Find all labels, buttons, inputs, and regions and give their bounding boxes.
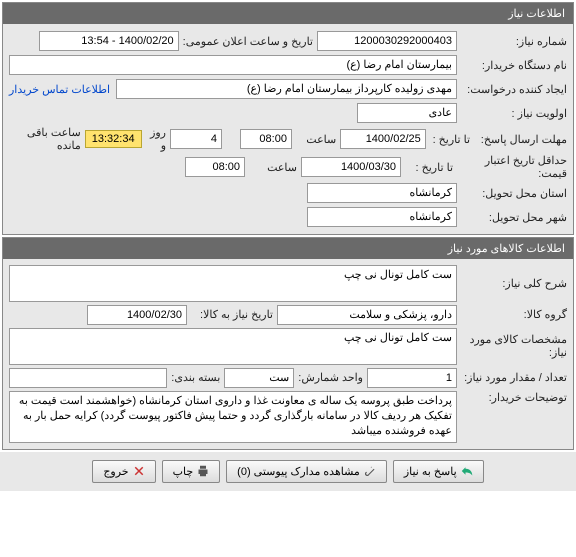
row-notes: توضیحات خریدار: [9, 391, 567, 443]
deadline-until-label: تا تاریخ : [426, 133, 474, 146]
row-group: گروه کالا: دارو، پزشکی و سلامت تاریخ نیا… [9, 304, 567, 326]
row-spec: مشخصات کالای مورد نیاز: [9, 328, 567, 365]
row-need-number: شماره نیاز: 1200030292000403 تاریخ و ساع… [9, 30, 567, 52]
deadline-label: مهلت ارسال پاسخ: [474, 133, 567, 146]
day-and-text: روز و [142, 126, 170, 152]
print-button[interactable]: چاپ [162, 460, 221, 483]
creator-label: ایجاد کننده درخواست: [457, 83, 567, 96]
spec-value [9, 328, 457, 365]
notes-value [9, 391, 457, 443]
notes-label: توضیحات خریدار: [457, 391, 567, 404]
priority-value: عادی [357, 103, 457, 123]
remaining-text: ساعت باقی مانده [9, 126, 85, 152]
min-valid-time: 08:00 [185, 157, 245, 177]
respond-button-label: پاسخ به نیاز [404, 465, 457, 478]
row-buyer: نام دستگاه خریدار: بیمارستان امام رضا (ع… [9, 54, 567, 76]
goods-info-header: اطلاعات کالاهای مورد نیاز [3, 238, 573, 259]
contact-link[interactable]: اطلاعات تماس خریدار [9, 83, 116, 96]
row-deadline: مهلت ارسال پاسخ: تا تاریخ : 1400/02/25 س… [9, 126, 567, 152]
goods-info-panel: اطلاعات کالاهای مورد نیاز شرح کلی نیاز: … [2, 237, 574, 450]
province-label: استان محل تحویل: [457, 187, 567, 200]
print-icon [197, 465, 209, 477]
city-value: کرمانشاه [307, 207, 457, 227]
button-row: پاسخ به نیاز مشاهده مدارک پیوستی (0) چاپ… [0, 452, 576, 491]
province-value: کرمانشاه [307, 183, 457, 203]
buyer-label: نام دستگاه خریدار: [457, 59, 567, 72]
goods-info-body: شرح کلی نیاز: گروه کالا: دارو، پزشکی و س… [3, 259, 573, 449]
need-number-value: 1200030292000403 [317, 31, 457, 51]
pkg-value [9, 368, 167, 388]
exit-icon [133, 465, 145, 477]
attachments-button[interactable]: مشاهده مدارک پیوستی (0) [226, 460, 387, 483]
group-date-value: 1400/02/30 [87, 305, 187, 325]
countdown-timer: 13:32:34 [85, 130, 142, 148]
time-label-1: ساعت [292, 133, 340, 146]
qty-value: 1 [367, 368, 457, 388]
need-number-label: شماره نیاز: [457, 35, 567, 48]
days-remaining: 4 [170, 129, 222, 149]
attachments-button-label: مشاهده مدارک پیوستی (0) [237, 465, 360, 478]
desc-label: شرح کلی نیاز: [457, 277, 567, 290]
reply-icon [461, 465, 473, 477]
row-city: شهر محل تحویل: کرمانشاه [9, 206, 567, 228]
min-valid-label: حداقل تاریخ اعتبار قیمت: [457, 154, 567, 180]
group-date-label: تاریخ نیاز به کالا: [187, 308, 277, 321]
unit-label: واحد شمارش: [294, 371, 367, 384]
time-label-2: ساعت [245, 161, 301, 174]
spec-label: مشخصات کالای مورد نیاز: [457, 333, 567, 359]
need-info-panel: اطلاعات نیاز شماره نیاز: 120003029200040… [2, 2, 574, 235]
unit-value: ست [224, 368, 294, 388]
pkg-label: بسته بندی: [167, 371, 224, 384]
row-priority: اولویت نیاز : عادی [9, 102, 567, 124]
buyer-value: بیمارستان امام رضا (ع) [9, 55, 457, 75]
respond-button[interactable]: پاسخ به نیاز [393, 460, 484, 483]
row-desc: شرح کلی نیاز: [9, 265, 567, 302]
exit-button[interactable]: خروج [92, 460, 155, 483]
city-label: شهر محل تحویل: [457, 211, 567, 224]
announce-value: 1400/02/20 - 13:54 [39, 31, 179, 51]
row-province: استان محل تحویل: کرمانشاه [9, 182, 567, 204]
need-info-body: شماره نیاز: 1200030292000403 تاریخ و ساع… [3, 24, 573, 234]
group-value: دارو، پزشکی و سلامت [277, 305, 457, 325]
min-valid-until-label: تا تاریخ : [401, 161, 457, 174]
row-min-valid: حداقل تاریخ اعتبار قیمت: تا تاریخ : 1400… [9, 154, 567, 180]
row-qty: تعداد / مقدار مورد نیاز: 1 واحد شمارش: س… [9, 367, 567, 389]
deadline-date: 1400/02/25 [340, 129, 426, 149]
exit-button-label: خروج [103, 465, 128, 478]
need-info-header: اطلاعات نیاز [3, 3, 573, 24]
priority-label: اولویت نیاز : [457, 107, 567, 120]
row-creator: ایجاد کننده درخواست: مهدی زولیده کارپردا… [9, 78, 567, 100]
deadline-time: 08:00 [240, 129, 292, 149]
announce-label: تاریخ و ساعت اعلان عمومی: [179, 35, 317, 48]
desc-value [9, 265, 457, 302]
group-label: گروه کالا: [457, 308, 567, 321]
print-button-label: چاپ [173, 465, 194, 478]
attachment-icon [364, 465, 376, 477]
min-valid-date: 1400/03/30 [301, 157, 401, 177]
qty-label: تعداد / مقدار مورد نیاز: [457, 371, 567, 384]
creator-value: مهدی زولیده کارپرداز بیمارستان امام رضا … [116, 79, 457, 99]
